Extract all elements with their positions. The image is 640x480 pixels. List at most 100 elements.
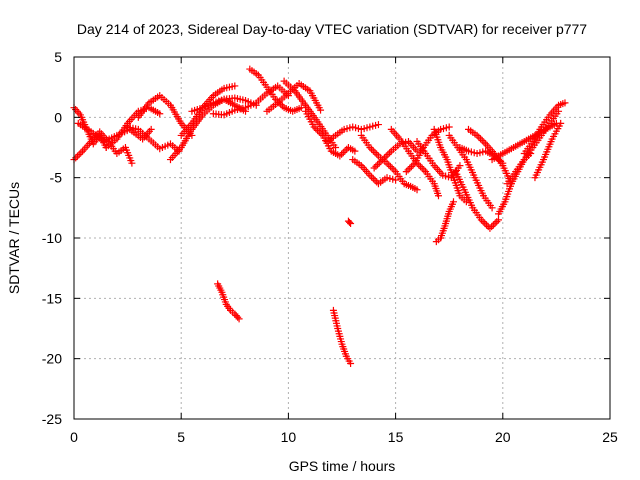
series-arc-21 <box>413 137 464 182</box>
data-point <box>147 125 155 133</box>
data-point <box>368 173 376 181</box>
data-point <box>382 152 390 160</box>
data-point <box>346 218 354 226</box>
data-point <box>420 166 428 174</box>
data-point <box>557 119 565 127</box>
x-tick-label: 15 <box>388 429 404 445</box>
x-tick-label: 10 <box>281 429 297 445</box>
data-point <box>380 154 388 162</box>
series-arc-16 <box>349 156 400 188</box>
data-point <box>402 168 410 176</box>
y-tick-labels: 5 0 -5 -10 -15 -20 -25 <box>42 49 62 427</box>
data-point <box>445 123 453 131</box>
data-point <box>375 159 383 167</box>
data-point <box>478 137 486 145</box>
y-tick-label: -15 <box>42 290 62 306</box>
data-point <box>366 171 374 179</box>
x-axis-label: GPS time / hours <box>289 458 396 474</box>
data-point <box>73 107 81 115</box>
series-arc-15 <box>323 121 382 145</box>
series-arc-25 <box>452 168 503 232</box>
data-point <box>371 149 379 157</box>
data-point <box>434 192 442 200</box>
data-point <box>73 152 81 160</box>
data-point <box>379 156 387 164</box>
x-tick-label: 0 <box>70 429 78 445</box>
data-point <box>231 82 239 90</box>
data-point <box>72 154 80 162</box>
data-point <box>369 175 377 183</box>
data-point <box>486 224 494 232</box>
x-tick-label: 20 <box>495 429 511 445</box>
data-point <box>336 152 344 160</box>
series-arc-20 <box>402 123 453 176</box>
series-arc-27 <box>464 125 515 188</box>
data-point <box>371 176 379 184</box>
data-point <box>409 161 417 169</box>
x-tick-label: 25 <box>602 429 618 445</box>
series-arc-19 <box>387 125 442 200</box>
data-point <box>339 149 347 157</box>
series-arc-3 <box>74 119 155 145</box>
y-tick-label: -10 <box>42 230 62 246</box>
series-arc-4 <box>102 104 164 151</box>
data-point <box>413 147 421 155</box>
data-point <box>561 99 569 107</box>
data-point <box>374 121 382 129</box>
data-point <box>278 102 286 110</box>
data-point <box>406 164 414 172</box>
series-arc-5 <box>124 123 183 155</box>
data-point <box>347 220 355 228</box>
data-point <box>456 162 464 170</box>
series-arc-9 <box>188 94 260 115</box>
data-point <box>483 221 491 229</box>
data-point <box>72 105 80 113</box>
data-point <box>317 130 325 138</box>
data-point <box>493 218 501 226</box>
data-point <box>370 164 378 172</box>
data-point <box>374 161 382 169</box>
series-arc-30 <box>503 107 563 188</box>
data-point <box>481 219 489 227</box>
axis-ticks <box>73 56 611 420</box>
data-point <box>384 150 392 158</box>
data-point <box>477 216 485 224</box>
data-point <box>386 163 394 171</box>
data-point <box>479 218 487 226</box>
data-point <box>234 313 242 321</box>
series-arc-35 <box>344 217 355 228</box>
data-point <box>491 219 499 227</box>
series-arc-23 <box>432 198 457 246</box>
data-point <box>488 204 496 212</box>
y-tick-label: -5 <box>50 170 63 186</box>
series-arc-8 <box>177 82 239 139</box>
data-point <box>473 131 481 139</box>
grid-lines <box>74 57 610 419</box>
series-arc-6 <box>134 92 196 139</box>
series-arc-22 <box>430 125 470 206</box>
data-point <box>310 123 318 131</box>
data-point <box>235 315 243 323</box>
data-point <box>314 126 322 134</box>
series-arc-18 <box>370 137 421 172</box>
data-point <box>156 110 164 118</box>
data-point <box>368 145 376 153</box>
data-point <box>372 162 380 170</box>
series-arc-33 <box>214 280 243 323</box>
data-point <box>128 159 136 167</box>
x-tick-label: 5 <box>177 429 185 445</box>
series-arc-32 <box>531 119 565 182</box>
data-point <box>377 157 385 165</box>
chart-title: Day 214 of 2023, Sidereal Day-to-day VTE… <box>77 21 587 37</box>
data-point <box>477 135 485 143</box>
x-tick-labels: 0 5 10 15 20 25 <box>70 429 618 445</box>
y-axis-label: SDTVAR / TECUs <box>6 182 22 294</box>
data-point <box>392 176 400 184</box>
data-point <box>373 150 381 158</box>
data-point <box>341 147 349 155</box>
series-arc-31 <box>520 99 569 158</box>
data-point <box>390 166 398 174</box>
series-arc-34 <box>329 306 355 367</box>
data-point <box>404 166 412 174</box>
